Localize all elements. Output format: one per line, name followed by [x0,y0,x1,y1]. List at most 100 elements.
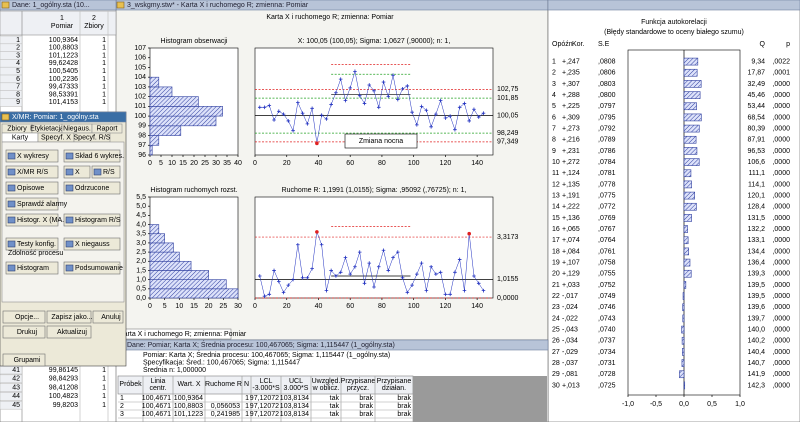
button-label[interactable]: Opisowe [17,185,44,192]
cell: 1 [102,402,106,409]
chart-subtitle: X: 100,05 (100,05); Sigma: 1,0627 (,9000… [298,38,451,45]
button[interactable] [5,213,59,227]
tab-label[interactable]: Specyf. X [41,134,71,141]
point [429,124,433,129]
button-icon [65,216,74,224]
cell: 1 [102,91,106,98]
y-tick-label: 101 [134,103,146,110]
y-tick-label: 106 [134,55,146,62]
button-label[interactable]: Zapisz jako... [51,314,92,321]
lag-label: 11 [552,170,559,177]
button[interactable] [63,181,121,195]
row-number: 4 [16,60,20,67]
acf-bar [683,381,686,390]
button[interactable] [63,149,121,163]
button-label[interactable]: Grupami [14,357,41,364]
q-label: 140,7 [747,360,765,367]
column-header: S.E [598,41,610,48]
row-number: 3 [16,52,20,59]
button[interactable] [5,181,59,195]
cell: 1 [102,384,106,391]
tab-label[interactable]: Specyf. R/S [74,134,111,141]
button-label[interactable]: Drukuj [17,329,38,336]
button[interactable] [63,237,121,251]
x-tick-label: -0,5 [650,401,662,408]
button[interactable] [92,310,124,324]
button[interactable] [2,310,46,324]
q-label: 131,5 [747,215,765,222]
button-label[interactable]: R/S [103,169,115,176]
button[interactable] [46,310,92,324]
value-label: +,222 [562,204,580,211]
cell: 99,86145 [49,367,78,374]
button-label[interactable]: Odrzucone [75,185,109,192]
p-label: ,0000 [772,248,790,255]
button-label[interactable]: X/MR R/S [17,169,48,176]
lag-label: 17 [552,237,560,244]
point [429,264,433,269]
x-tick-label: 0 [253,303,257,310]
point [448,114,452,118]
tab-label[interactable]: Raport [96,125,117,132]
button-label[interactable]: Histogram R/S [75,217,121,224]
button[interactable] [2,325,46,339]
cell: 1 [102,84,106,91]
button[interactable] [46,325,92,339]
button[interactable] [5,149,59,163]
table-cell: 103,8134 [280,411,309,418]
button-label[interactable]: Histogram [17,265,49,272]
button[interactable] [63,261,121,275]
table-cell: brak [359,395,373,402]
p-label: ,0000 [772,259,790,266]
button-label[interactable]: Podsumowanie [75,265,123,272]
button-label[interactable]: X niegauss [75,241,110,248]
q-label: 139,3 [747,271,765,278]
button[interactable] [5,237,59,251]
se-label: ,0775 [598,192,616,199]
button[interactable] [2,353,46,367]
button-label[interactable]: X wykresy [17,153,49,160]
acf-bar [683,247,690,256]
q-label: 139,5 [747,293,765,300]
button-label[interactable]: Histogr. X (MA... [17,217,68,224]
cell: 100,5405 [49,68,78,75]
point [376,264,381,269]
button[interactable] [5,165,59,179]
button-label[interactable]: Skład 6 wykres. [75,153,124,160]
y-tick-label: 103 [134,84,146,91]
button-label[interactable]: Opcje... [15,314,39,321]
row-header [0,98,23,107]
point [438,98,443,103]
button[interactable] [5,261,59,275]
value-label: +,231 [562,148,580,155]
title-bar [0,111,127,123]
x-tick-label: 60 [346,160,354,167]
button-label[interactable]: Testy konfig. [17,241,56,248]
tab-label[interactable]: Niegaus. [63,125,91,132]
x-tick-label: 0 [253,160,257,167]
p-label: ,0000 [772,293,790,300]
q-label: 132,2 [747,226,765,233]
button[interactable] [63,213,121,227]
button[interactable] [5,197,59,211]
tab-label[interactable]: Zbiory [7,125,27,132]
window-tab-label[interactable]: Karta X i ruchomego R; zmienna: Pomiar [119,331,247,338]
button-label[interactable]: Anuluj [101,314,121,321]
value-label: -,029 [562,349,578,356]
button-label[interactable]: Aktualizuj [57,329,87,336]
histogram-bar [149,279,227,290]
lag-label: 16 [552,226,560,233]
point [376,105,381,110]
point [291,128,295,133]
point [262,105,267,110]
table-cell: 100,4671 [142,411,171,418]
se-label: ,0743 [598,315,616,322]
button-label[interactable]: Sprawdź alarmy [17,201,68,208]
tab-label[interactable]: Karty [12,134,29,141]
value-label: -,017 [562,293,578,300]
tab-label[interactable]: Etykietacja [30,125,64,132]
cell: 100,4823 [49,393,78,400]
value-label: +,033 [562,282,580,289]
button-label[interactable]: X [75,169,80,176]
point [443,292,448,297]
